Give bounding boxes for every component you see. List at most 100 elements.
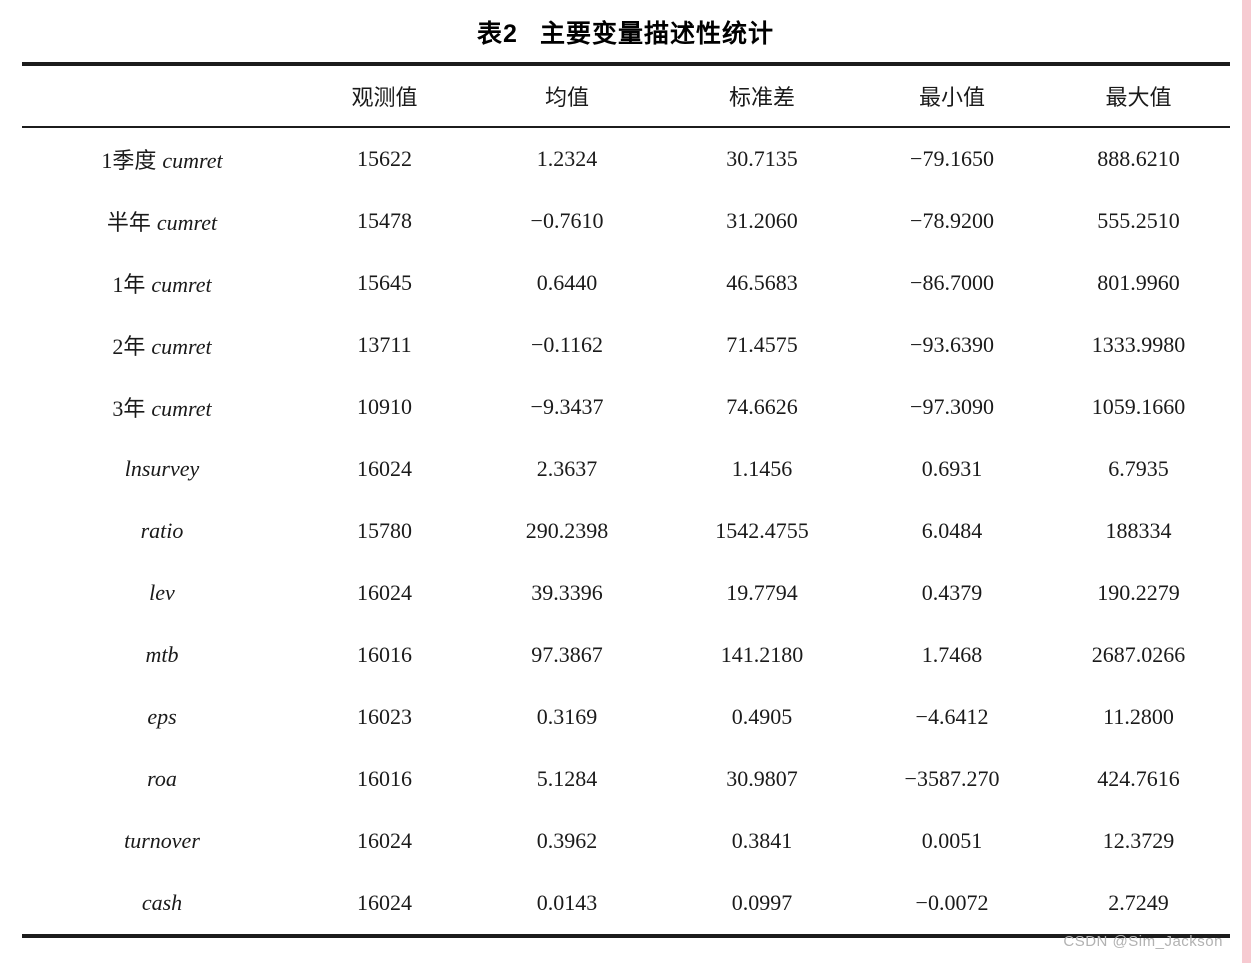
stat-value-cell: 188334 <box>1105 518 1172 543</box>
stat-value-cell: 0.0143 <box>536 890 598 915</box>
row-label-cn: 3年 <box>112 396 146 421</box>
row-label: mtb <box>22 624 302 686</box>
stat-value-cell: −86.7000 <box>910 270 994 295</box>
row-label: roa <box>22 748 302 810</box>
row-label: ratio <box>22 500 302 562</box>
row-label: cash <box>22 872 302 936</box>
row-label: eps <box>22 686 302 748</box>
stat-value-cell: 11.2800 <box>1103 704 1174 729</box>
stat-value-cell: 39.3396 <box>531 580 603 605</box>
row-label-variable: cumret <box>151 272 212 297</box>
stat-value-cell: 0.0051 <box>921 828 983 853</box>
descriptive-stats-table: 观测值 均值 标准差 最小值 最大值 1季度 cumret 15622 1.2324 30.71… <box>22 62 1230 938</box>
row-label-variable: turnover <box>124 828 200 853</box>
column-header: 标准差 <box>728 85 795 110</box>
stat-value-cell: 97.3867 <box>531 642 603 667</box>
row-label: 半年 cumret <box>22 190 302 252</box>
column-header: 均值 <box>544 85 589 110</box>
row-label: lnsurvey <box>22 438 302 500</box>
stat-value-cell: 1059.1660 <box>1091 394 1186 419</box>
row-label-variable: eps <box>147 704 177 729</box>
table-row: roa 16016 5.1284 30.9807 −3587.270 424.7616 <box>22 748 1230 810</box>
row-label-cn: 2年 <box>112 334 146 359</box>
stat-value-cell: 2.3637 <box>536 456 598 481</box>
stat-value-cell: −78.9200 <box>910 208 994 233</box>
table-row: mtb 16016 97.3867 141.2180 1.7468 2687.0266 <box>22 624 1230 686</box>
table-number: 表2 <box>477 20 518 48</box>
stat-value-cell: 12.3729 <box>1102 828 1175 853</box>
row-label-variable: cumret <box>156 210 218 235</box>
stat-value-cell: 6.0484 <box>921 518 983 543</box>
table-row: 半年 cumret 15478 −0.7610 31.2060 −78.9200 555.2… <box>22 190 1230 252</box>
stat-value-cell: 15780 <box>357 518 412 543</box>
row-label-variable: cash <box>141 890 183 915</box>
row-label: 1年 cumret <box>22 252 302 314</box>
stat-value-cell: −0.1162 <box>530 332 604 357</box>
stat-value-cell: 0.6440 <box>536 270 598 295</box>
stat-value-cell: 0.0997 <box>731 890 793 915</box>
stat-value-cell: 16024 <box>357 580 412 605</box>
stat-value-cell: 15478 <box>357 208 412 233</box>
table-row: lnsurvey 16024 2.3637 1.1456 0.6931 6.7935 <box>22 438 1230 500</box>
stat-value-cell: −3587.270 <box>904 766 1000 791</box>
stat-value-cell: 16024 <box>357 456 412 481</box>
stat-value-cell: 1542.4755 <box>715 518 809 543</box>
table-title: 表2 主要变量描述性统计 <box>0 0 1251 62</box>
table-row: 3年 cumret 10910 −9.3437 74.6626 −97.3090 1059.… <box>22 376 1230 438</box>
table-row: cash 16024 0.0143 0.0997 −0.0072 2.7249 <box>22 872 1230 936</box>
stat-value-cell: 6.7935 <box>1108 456 1169 481</box>
row-label-cn: 半年 <box>106 210 151 235</box>
stat-value-cell: 0.6931 <box>921 456 983 481</box>
stat-value-cell: 16016 <box>357 766 412 791</box>
stat-value-cell: −79.1650 <box>910 146 994 171</box>
stat-value-cell: 0.4905 <box>731 704 793 729</box>
stat-value-cell: 1.7468 <box>921 642 983 667</box>
header-empty-cell <box>22 64 302 127</box>
row-label-variable: ratio <box>140 518 184 543</box>
stat-value-cell: 2.7249 <box>1108 890 1169 915</box>
stat-value-cell: −0.7610 <box>530 208 604 233</box>
row-label-cn: 1年 <box>112 272 146 297</box>
row-label-variable: mtb <box>145 642 179 667</box>
csdn-pink-strip <box>1242 0 1251 963</box>
stat-value-cell: 1.1456 <box>731 456 793 481</box>
stat-value-cell: 30.7135 <box>726 146 798 171</box>
stat-value-cell: 0.4379 <box>921 580 983 605</box>
stat-value-cell: 290.2398 <box>525 518 609 543</box>
table-row: eps 16023 0.3169 0.4905 −4.6412 11.2800 <box>22 686 1230 748</box>
stat-value-cell: 74.6626 <box>726 394 798 419</box>
stat-value-cell: 0.3962 <box>536 828 598 853</box>
column-header: 观测值 <box>351 85 418 110</box>
stat-value-cell: 19.7794 <box>726 580 798 605</box>
row-label: turnover <box>22 810 302 872</box>
stat-value-cell: −97.3090 <box>910 394 994 419</box>
row-label-variable: cumret <box>151 396 212 421</box>
row-label: lev <box>22 562 302 624</box>
row-label: 3年 cumret <box>22 376 302 438</box>
stat-value-cell: 801.9960 <box>1097 270 1180 295</box>
row-label: 2年 cumret <box>22 314 302 376</box>
table-row: 2年 cumret 13711 −0.1162 71.4575 −93.6390 1333.… <box>22 314 1230 376</box>
stat-value-cell: 555.2510 <box>1097 208 1180 233</box>
row-label-variable: lev <box>149 580 175 605</box>
stat-value-cell: 46.5683 <box>726 270 798 295</box>
stat-value-cell: 30.9807 <box>726 766 798 791</box>
stat-value-cell: 1.2324 <box>536 146 598 171</box>
stat-value-cell: 190.2279 <box>1097 580 1180 605</box>
header-row: 观测值 均值 标准差 最小值 最大值 <box>22 64 1230 127</box>
stat-value-cell: 31.2060 <box>726 208 798 233</box>
stat-value-cell: 0.3169 <box>536 704 598 729</box>
row-label-variable: lnsurvey <box>124 456 200 481</box>
stat-value-cell: 5.1284 <box>536 766 598 791</box>
table-title-text: 主要变量描述性统计 <box>539 20 774 48</box>
column-header: 最大值 <box>1105 85 1172 110</box>
stat-value-cell: 16024 <box>357 828 412 853</box>
table-row: lev 16024 39.3396 19.7794 0.4379 190.2279 <box>22 562 1230 624</box>
table-row: 1季度 cumret 15622 1.2324 30.7135 −79.1650 888.6… <box>22 127 1230 190</box>
stat-value-cell: 141.2180 <box>720 642 804 667</box>
table-row: 1年 cumret 15645 0.6440 46.5683 −86.7000 801.99… <box>22 252 1230 314</box>
stat-value-cell: 15645 <box>357 270 412 295</box>
stat-value-cell: 15622 <box>357 146 412 171</box>
stat-value-cell: 424.7616 <box>1097 766 1180 791</box>
